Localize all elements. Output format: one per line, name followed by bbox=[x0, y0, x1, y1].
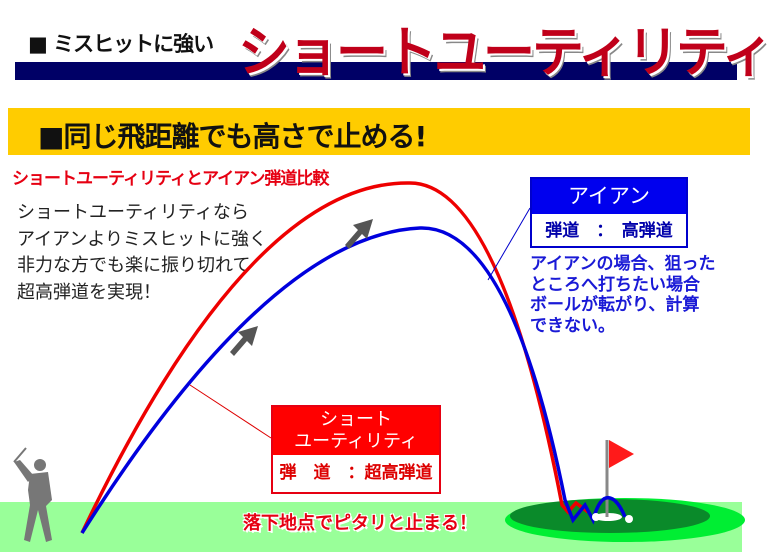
banner: ■同じ飛距離でも高さで止める! bbox=[8, 108, 750, 155]
iron-trajectory-label: 弾道 ： 高弾道 bbox=[545, 221, 673, 241]
header-title: ショートユーティリティ bbox=[238, 21, 774, 85]
arrow-icon bbox=[230, 219, 373, 356]
iron-note-line: できない。 bbox=[530, 315, 615, 336]
description-line: アイアンよりミスヒットに強く bbox=[17, 228, 268, 250]
banner-text: ■同じ飛距離でも高さで止める! bbox=[38, 120, 427, 153]
flag-icon bbox=[609, 440, 634, 468]
iron-callout-line bbox=[487, 207, 531, 281]
header-subtitle: ■ ミスヒットに強い bbox=[28, 32, 214, 56]
utility-trajectory-label: 弾 道 ：超高弾道 bbox=[279, 463, 433, 483]
utility-label: ショート ユーティリティ bbox=[273, 407, 439, 455]
description-line: 非力な方でも楽に振り切れて bbox=[17, 255, 251, 276]
utility-callout-line bbox=[189, 384, 272, 439]
landing-text: 落下地点でピタリと止まる！ bbox=[243, 513, 477, 534]
comparison-title: ショートユーティリティとアイアン弾道比較 bbox=[12, 169, 329, 189]
description-line: 超高弾道を実現！ bbox=[17, 281, 161, 303]
ball bbox=[592, 513, 600, 521]
iron-note-line: アイアンの場合、狙った bbox=[530, 254, 716, 274]
ball bbox=[625, 515, 633, 523]
iron-note: アイアンの場合、狙った ところへ打ちたい場合 ボールが転がり、計算 できない。 bbox=[530, 254, 715, 336]
iron-label-box: アイアン 弾道 ： 高弾道 bbox=[530, 177, 688, 248]
golfer-icon bbox=[13, 447, 52, 542]
iron-label: アイアン bbox=[532, 179, 686, 214]
description-line: ショートユーティリティなら bbox=[17, 202, 249, 223]
description: ショートユーティリティなら アイアンよりミスヒットに強く 非力な方でも楽に振り切… bbox=[17, 200, 267, 306]
iron-trajectory bbox=[80, 226, 627, 534]
utility-label-line: ユーティリティ bbox=[294, 431, 418, 452]
iron-note-line: ところへ打ちたい場合 bbox=[530, 274, 700, 295]
utility-label-box: ショート ユーティリティ 弾 道 ：超高弾道 bbox=[271, 405, 441, 494]
utility-label-line: ショート bbox=[320, 409, 392, 430]
iron-note-line: ボールが転がり、計算 bbox=[530, 295, 700, 315]
